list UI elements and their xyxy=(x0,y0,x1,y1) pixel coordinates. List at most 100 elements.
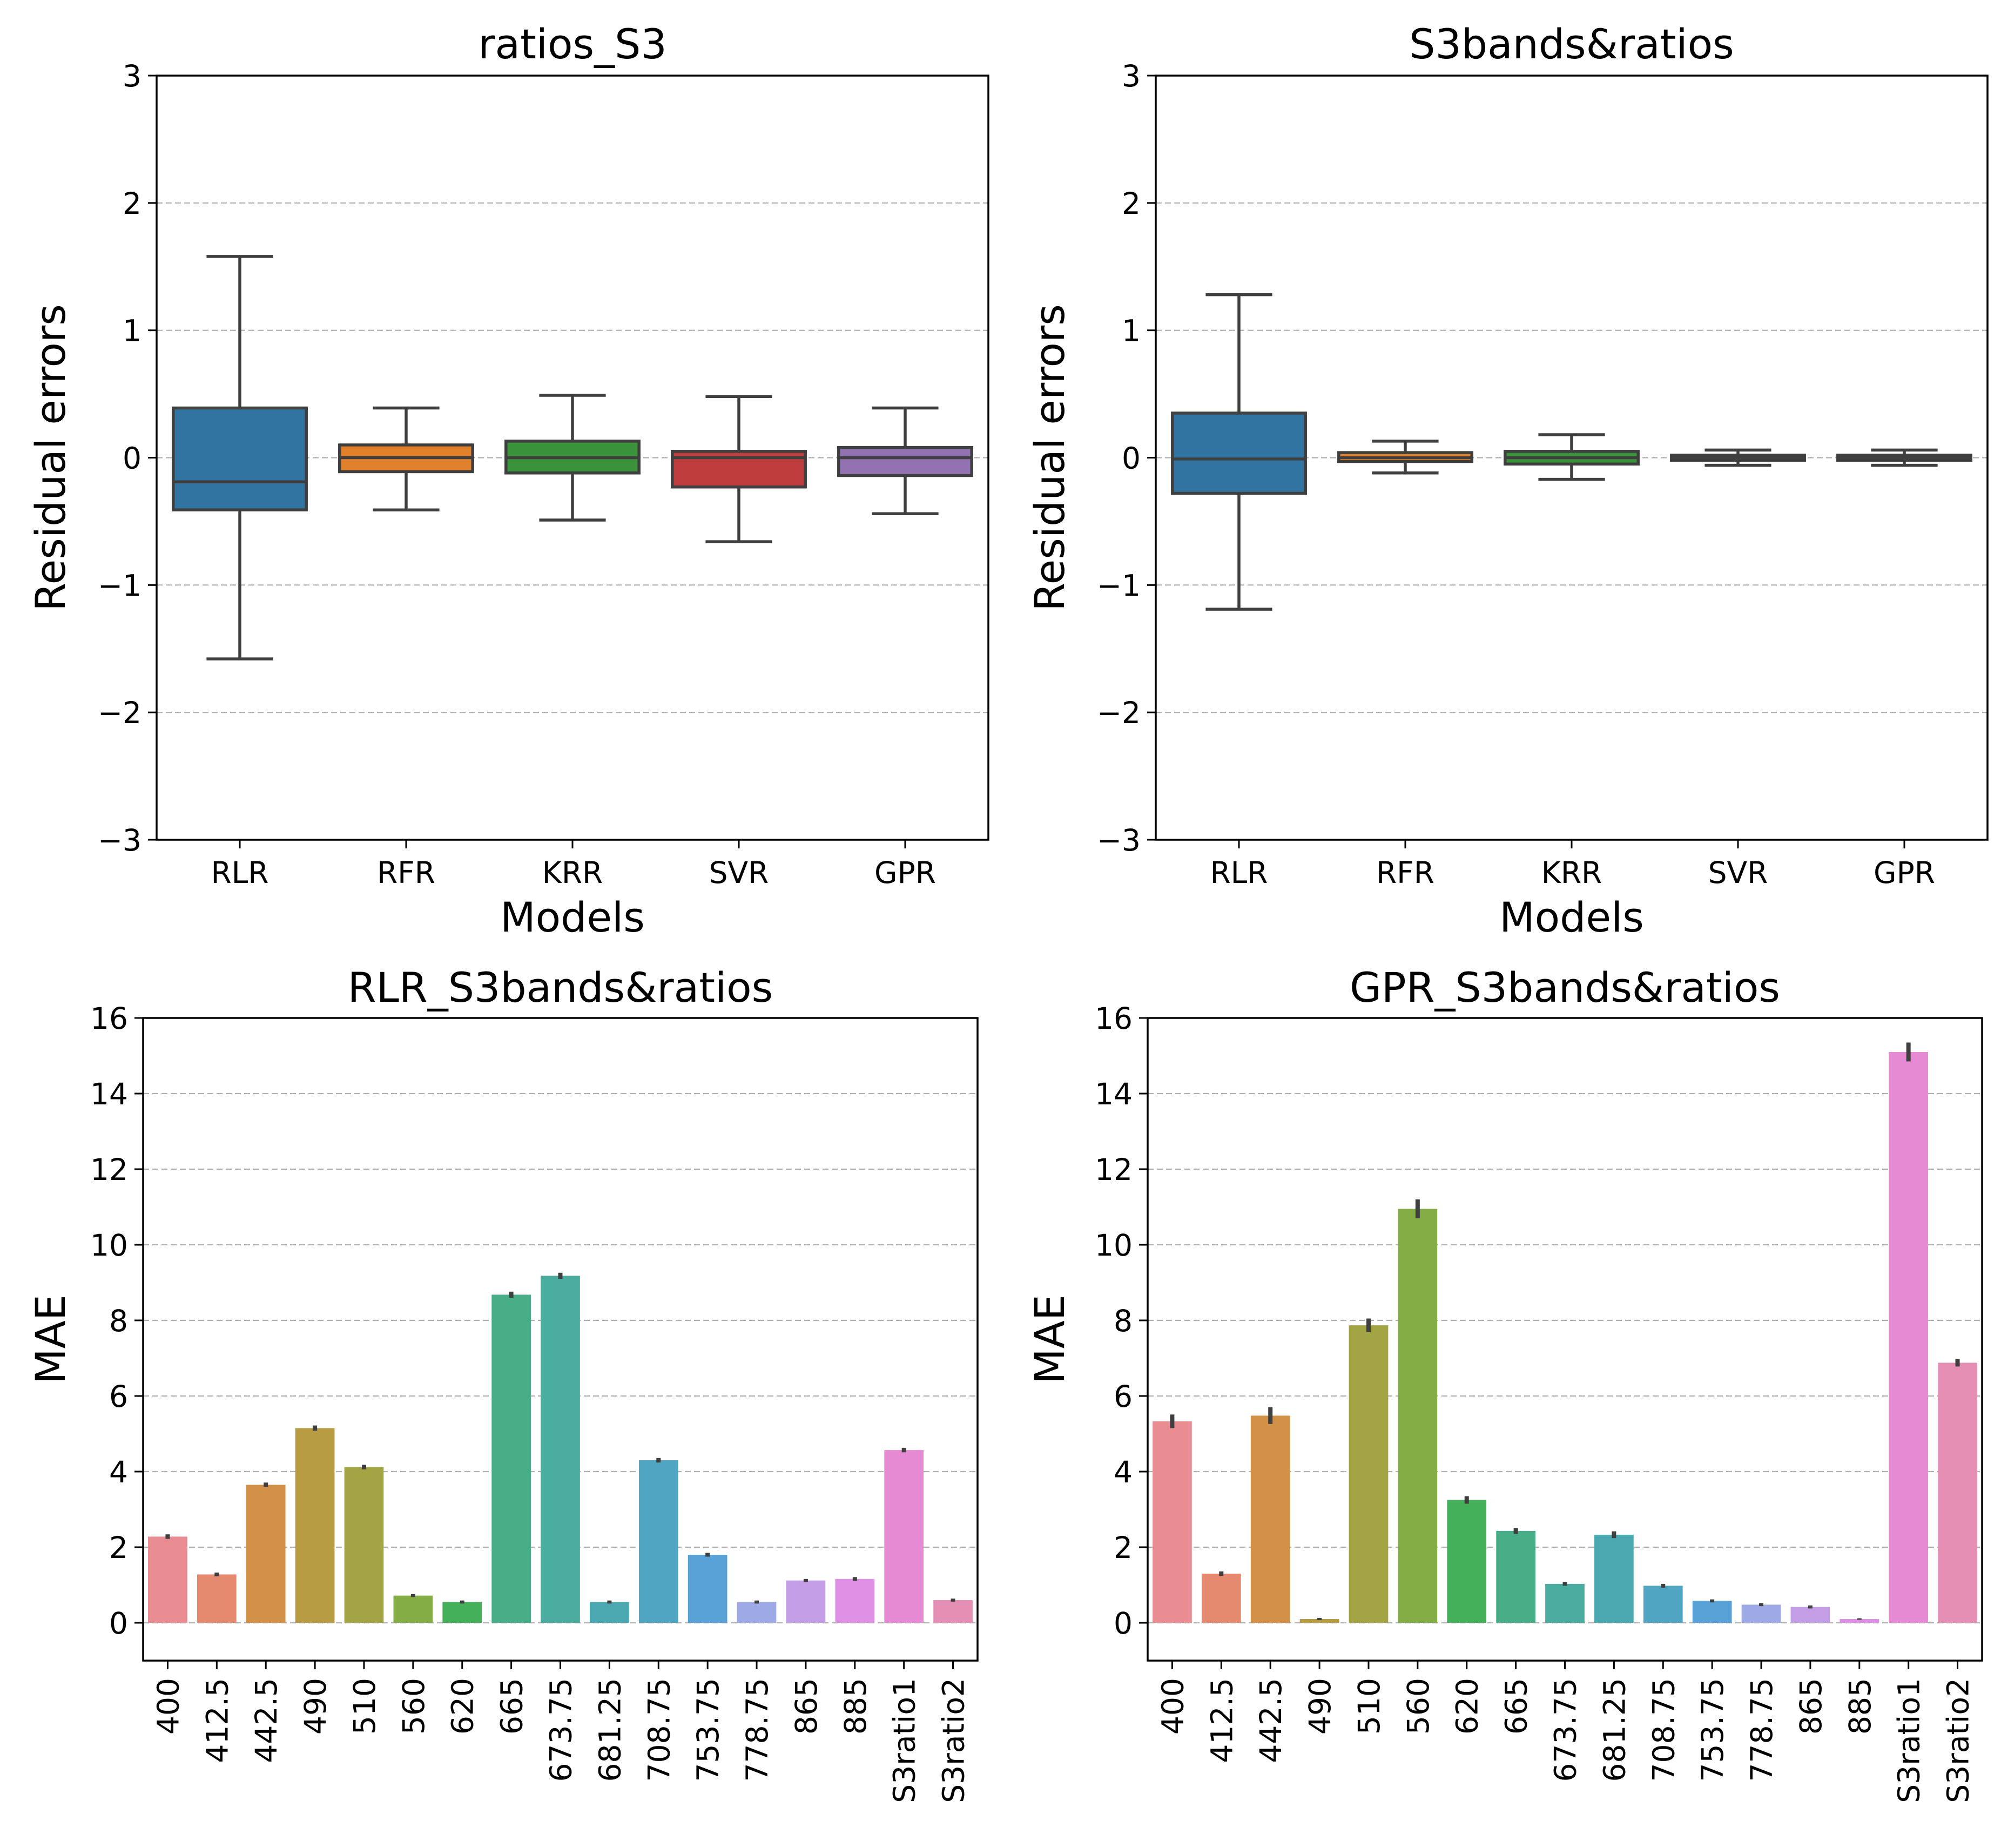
x-tick-label: S3ratio1 xyxy=(887,1678,922,1803)
y-tick-label: 6 xyxy=(1114,1379,1133,1414)
y-tick-label: 12 xyxy=(90,1152,128,1187)
x-tick-label: 442.5 xyxy=(249,1678,284,1763)
y-axis-label: Residual errors xyxy=(1026,304,1074,611)
bar-442.5 xyxy=(1250,1415,1290,1623)
bar-708.75 xyxy=(1643,1586,1683,1623)
x-tick-label: RFR xyxy=(377,855,435,890)
box-svr xyxy=(671,395,807,543)
y-tick-label: 4 xyxy=(109,1455,128,1489)
x-tick-label: RLR xyxy=(211,855,268,890)
x-tick-label: 681.25 xyxy=(1597,1678,1632,1782)
bar-753.75 xyxy=(1692,1601,1732,1623)
box-iqr xyxy=(1171,412,1307,495)
y-tick-label: 14 xyxy=(90,1077,128,1111)
y-tick-label: 4 xyxy=(1114,1455,1133,1489)
bar-885 xyxy=(1840,1619,1879,1623)
x-tick-label: 560 xyxy=(396,1678,431,1735)
x-tick-label: 708.75 xyxy=(1646,1678,1681,1782)
x-tick-label: GPR xyxy=(874,855,936,890)
x-tick-label: KRR xyxy=(1541,855,1602,890)
box-gpr xyxy=(1836,448,1972,467)
x-tick-label: 412.5 xyxy=(200,1678,234,1763)
bar-865 xyxy=(1790,1607,1830,1623)
bar-673.75 xyxy=(1545,1583,1585,1623)
y-tick-label: −1 xyxy=(1097,568,1141,603)
x-tick-label: 620 xyxy=(1450,1678,1485,1735)
box-svr xyxy=(1670,448,1806,467)
bar-490 xyxy=(1299,1619,1339,1623)
y-tick-label: 0 xyxy=(1114,1606,1133,1641)
bar-673.75 xyxy=(541,1276,580,1623)
x-tick-label: S3ratio2 xyxy=(937,1678,971,1803)
x-tick-label: 778.75 xyxy=(740,1678,774,1782)
bar-885 xyxy=(835,1579,875,1623)
x-tick-label: S3ratio1 xyxy=(1892,1678,1926,1803)
bar-490 xyxy=(295,1428,335,1623)
x-tick-label: SVR xyxy=(1708,855,1768,890)
bar-665 xyxy=(1496,1530,1535,1623)
y-tick-label: 16 xyxy=(90,1001,128,1036)
x-tick-label: 400 xyxy=(1155,1678,1190,1735)
y-tick-label: 2 xyxy=(1122,186,1141,221)
x-tick-label: 778.75 xyxy=(1744,1678,1779,1782)
x-tick-label: 885 xyxy=(1843,1678,1877,1735)
x-tick-label: 865 xyxy=(1794,1678,1828,1735)
bar-753.75 xyxy=(688,1555,727,1623)
x-tick-label: 400 xyxy=(151,1678,185,1735)
chart-title: GPR_S3bands&ratios xyxy=(1350,963,1780,1011)
x-tick-label: 753.75 xyxy=(691,1678,725,1782)
bar-412.5 xyxy=(1201,1574,1241,1623)
panel-2: −3 −2 −1 0 1 2 3 RLR RFR KRR SVR GPR S3bands&ratios M… xyxy=(1026,20,1989,941)
bar-708.75 xyxy=(638,1460,678,1623)
box-iqr xyxy=(837,446,973,477)
panel-1: −3 −2 −1 0 1 2 3 RLR RFR KRR SVR GPR ratios_S3 Models… xyxy=(26,20,989,941)
x-tick-label: SVR xyxy=(709,855,769,890)
box-iqr xyxy=(172,406,308,511)
y-tick-label: −3 xyxy=(1097,823,1141,858)
x-tick-label: 681.25 xyxy=(592,1678,627,1782)
x-tick-label: RLR xyxy=(1210,855,1268,890)
x-tick-label: 708.75 xyxy=(642,1678,676,1782)
box-rfr xyxy=(338,406,474,511)
y-tick-label: 8 xyxy=(109,1304,128,1338)
bar-560 xyxy=(1398,1209,1438,1623)
bar-400 xyxy=(1153,1421,1192,1623)
y-tick-label: 1 xyxy=(123,314,142,348)
chart-title: RLR_S3bands&ratios xyxy=(348,963,773,1011)
x-tick-label: 885 xyxy=(838,1678,873,1735)
bar-778.75 xyxy=(1741,1604,1781,1623)
y-axis-label: MAE xyxy=(26,1294,75,1384)
y-tick-label: 1 xyxy=(1122,314,1141,348)
x-tick-label: GPR xyxy=(1874,855,1935,890)
box-rlr xyxy=(1171,293,1307,611)
y-tick-label: 0 xyxy=(109,1606,128,1641)
x-tick-label: KRR xyxy=(542,855,603,890)
bar-S3ratio1 xyxy=(1889,1052,1929,1623)
x-tick-label: 865 xyxy=(789,1678,824,1735)
x-tick-label: 442.5 xyxy=(1254,1678,1288,1763)
y-tick-label: 3 xyxy=(123,59,142,93)
y-tick-label: 2 xyxy=(123,186,142,221)
bar-400 xyxy=(148,1536,187,1623)
x-tick-label: 753.75 xyxy=(1695,1678,1730,1782)
y-tick-label: −2 xyxy=(98,696,142,730)
bar-778.75 xyxy=(737,1602,777,1623)
y-tick-label: −1 xyxy=(98,568,142,603)
bar-865 xyxy=(786,1580,826,1623)
bar-S3ratio2 xyxy=(1938,1363,1977,1623)
bar-681.25 xyxy=(590,1602,629,1623)
panel-4: 0 2 4 6 8 10 12 14 16 400 412.5 442.5 490 510 560 620 66… xyxy=(1026,963,1983,1803)
box-krr xyxy=(504,394,641,522)
x-tick-label: 560 xyxy=(1401,1678,1436,1735)
x-tick-label: 510 xyxy=(347,1678,382,1735)
y-tick-label: 0 xyxy=(1122,441,1141,476)
y-tick-label: 16 xyxy=(1095,1001,1133,1036)
bar-560 xyxy=(393,1595,433,1623)
bar-510 xyxy=(1349,1325,1389,1623)
bar-620 xyxy=(442,1602,482,1623)
bar-412.5 xyxy=(197,1574,237,1623)
x-tick-label: S3ratio2 xyxy=(1941,1678,1976,1803)
y-tick-label: −2 xyxy=(1097,696,1141,730)
y-tick-label: 8 xyxy=(1114,1304,1133,1338)
y-axis-label: Residual errors xyxy=(26,304,75,611)
